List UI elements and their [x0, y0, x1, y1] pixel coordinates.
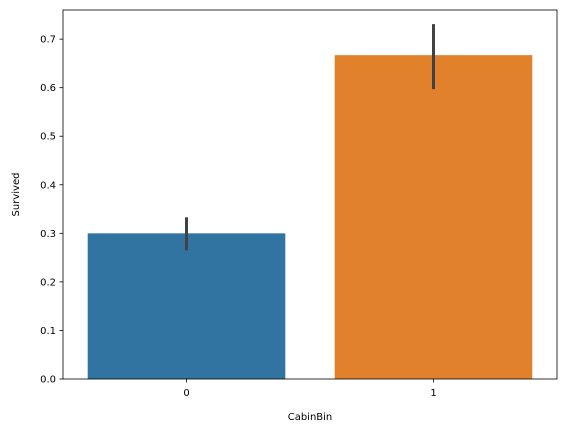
x-tick-label: 1 [430, 388, 436, 399]
x-tick-label: 0 [183, 388, 189, 399]
y-axis-label: Survived [11, 173, 22, 217]
y-tick-label: 0.1 [40, 326, 56, 337]
y-tick-label: 0.4 [40, 180, 56, 191]
bar-1 [334, 55, 533, 380]
y-tick-label: 0.2 [40, 277, 56, 288]
y-axis-ticks: 0.0 0.1 0.2 0.3 0.4 0.5 0.6 0.7 [40, 35, 63, 386]
bars-group [87, 55, 533, 380]
y-tick-label: 0.0 [40, 375, 56, 386]
bar-0 [87, 233, 286, 379]
y-tick-label: 0.5 [40, 132, 56, 143]
y-tick-label: 0.7 [40, 35, 56, 46]
x-axis-label: CabinBin [288, 412, 333, 423]
plot-frame [62, 9, 558, 380]
y-tick-label: 0.6 [40, 83, 56, 94]
error-bars-group [185, 24, 435, 251]
y-tick-label: 0.3 [40, 229, 56, 240]
